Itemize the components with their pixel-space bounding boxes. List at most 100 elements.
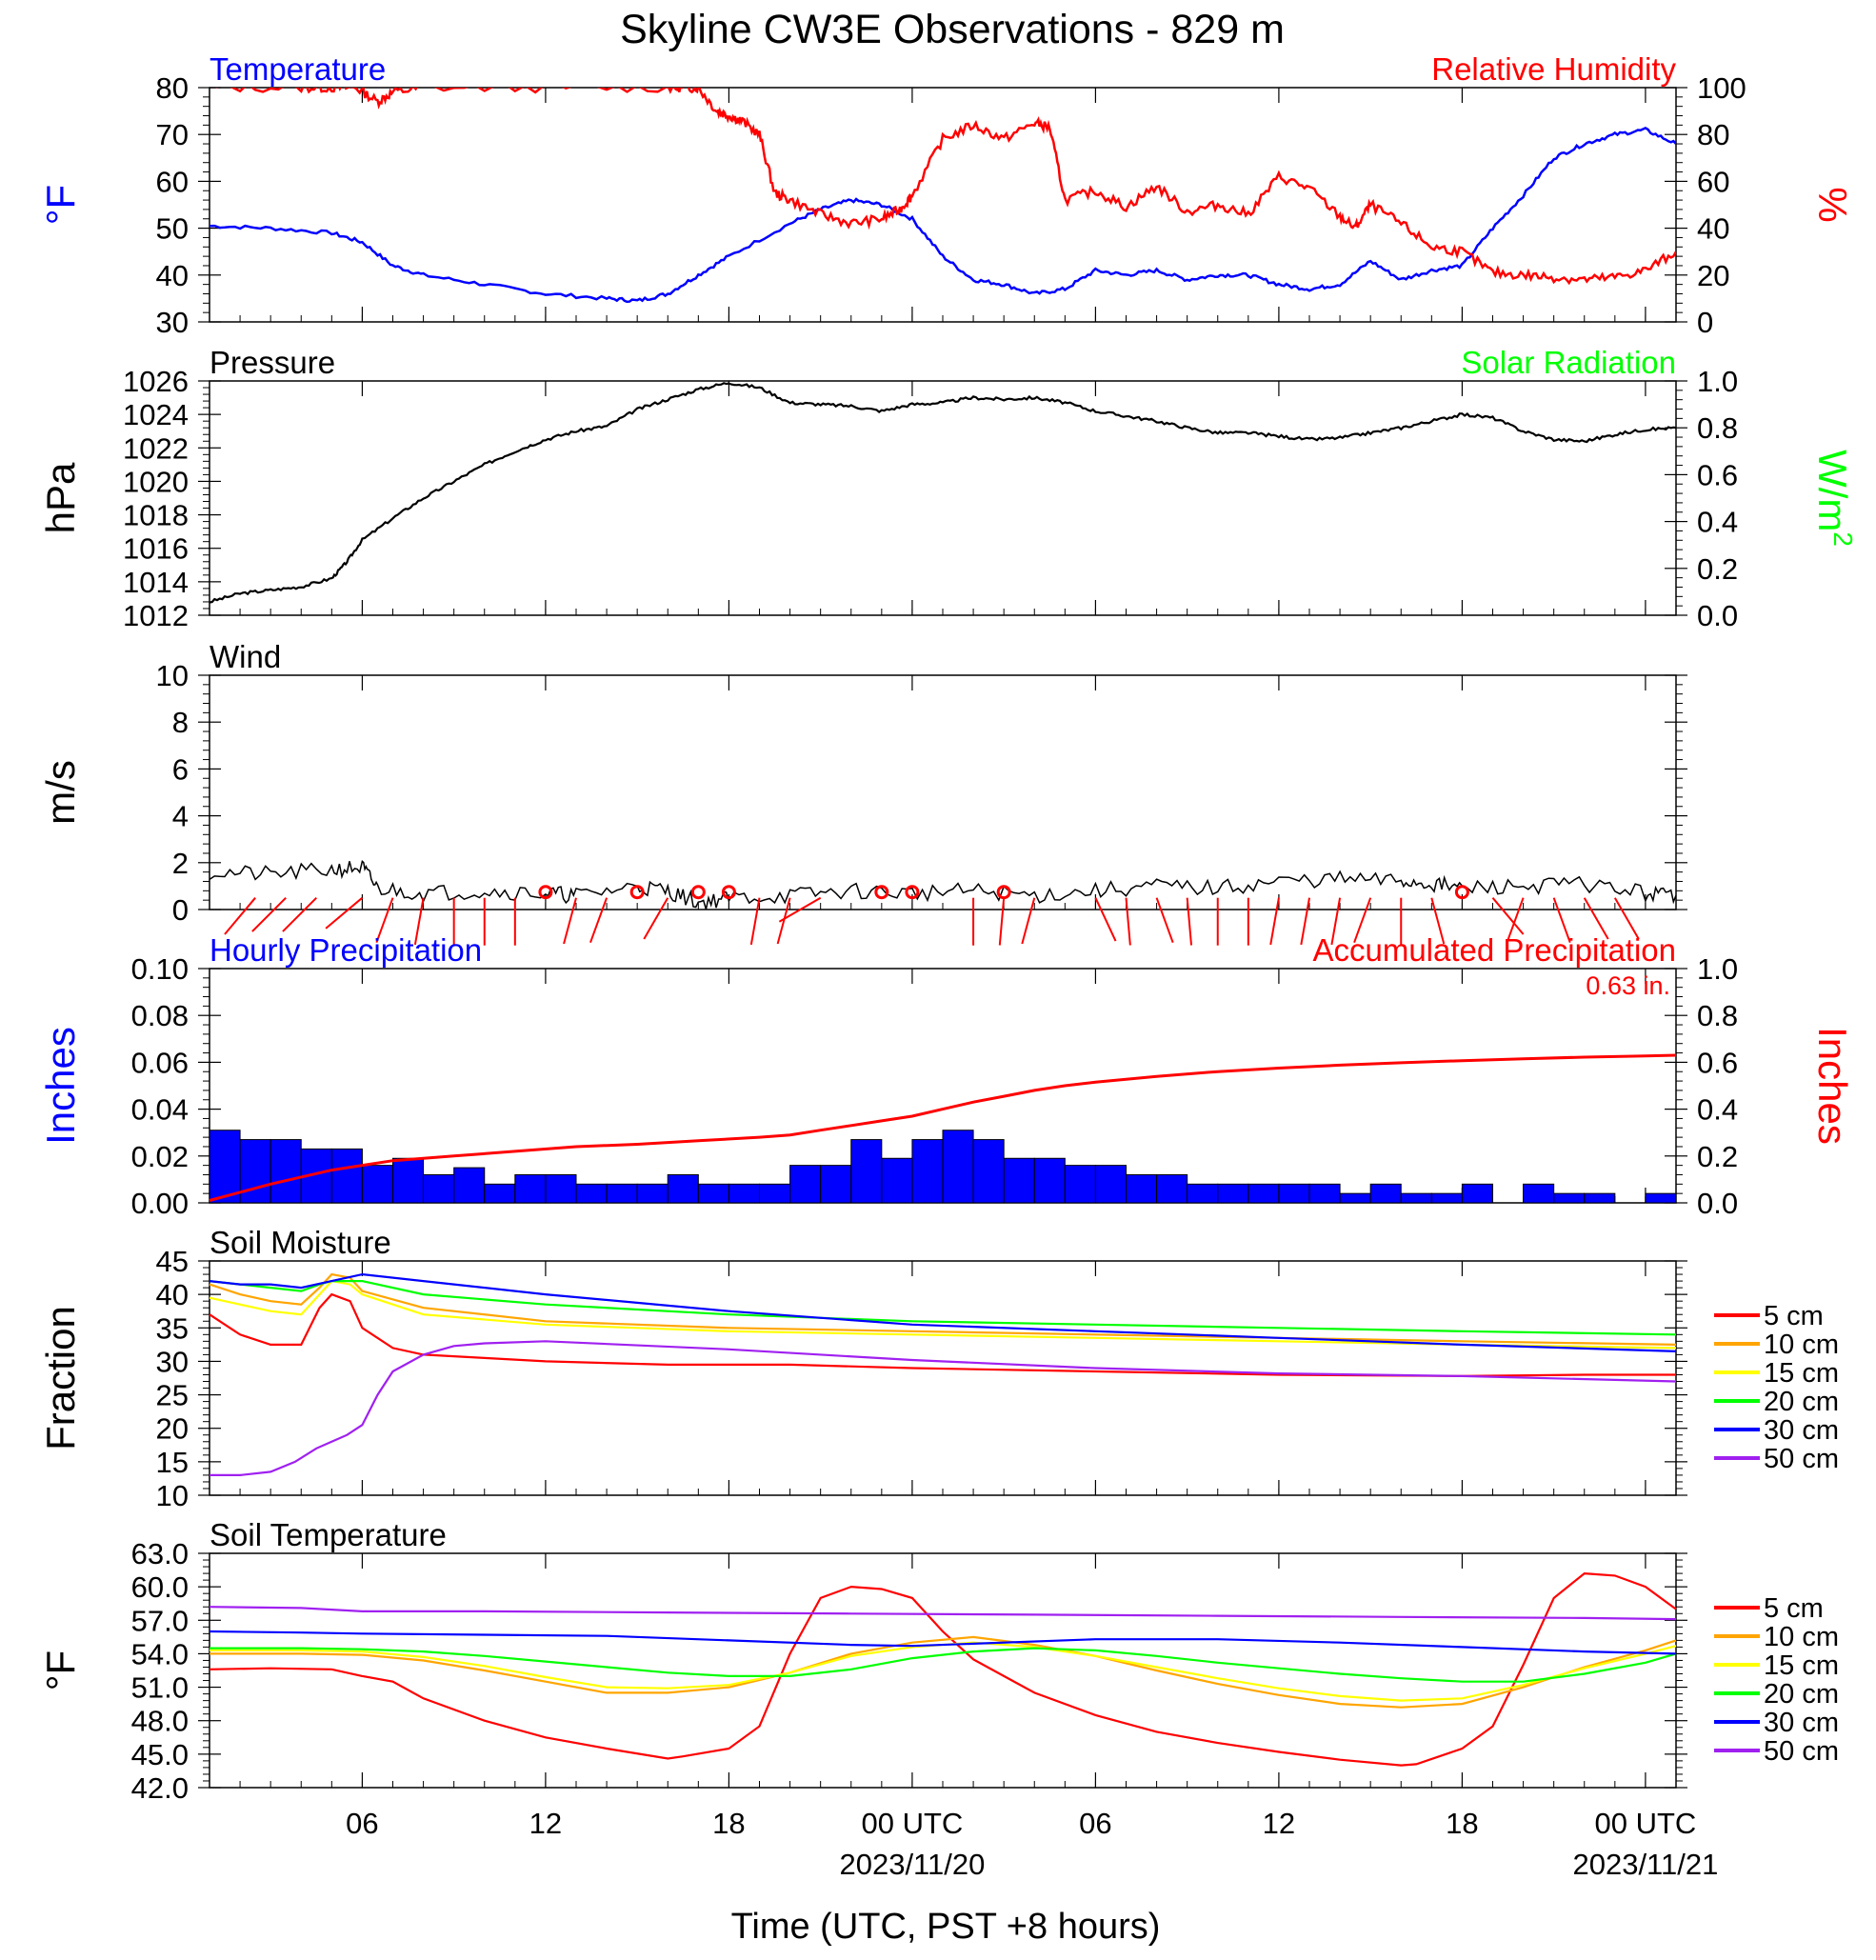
y-tick-label: 2 <box>172 847 189 880</box>
y-tick-label: 48.0 <box>131 1705 189 1738</box>
y-tick-label: 80 <box>156 71 189 105</box>
y-tick-label-right: 0.4 <box>1697 506 1738 539</box>
y-tick-label: 60.0 <box>131 1570 189 1604</box>
y-tick-label-right: 0.8 <box>1697 411 1738 445</box>
y-tick-label: 0 <box>172 893 189 927</box>
wind-frame <box>209 674 1677 910</box>
precip-bar <box>1247 1183 1280 1204</box>
series-temperature <box>210 126 1676 304</box>
precip-ylabel-left: Inches <box>38 1027 83 1145</box>
ylabel-superscript: 2 <box>1828 531 1858 547</box>
wind-barb <box>224 897 256 935</box>
precip-bar <box>911 1139 944 1204</box>
series-10-cm <box>210 1635 1677 1709</box>
y-tick-label: 1024 <box>123 398 189 431</box>
temp_rh-title-right: Relative Humidity <box>1431 51 1676 87</box>
temp_rh-ylabel-left: °F <box>38 185 83 225</box>
wind-panel: 0 2 4 6 8 10 Wind m/s <box>38 639 1687 946</box>
series-50-cm <box>210 1340 1677 1477</box>
precip-bar <box>330 1148 363 1204</box>
time-tick-label: 12 <box>529 1807 562 1840</box>
wind-barb <box>998 897 1006 946</box>
y-tick-label: 10 <box>156 659 189 692</box>
time-tick-label: 06 <box>346 1807 378 1840</box>
calm-wind-circle <box>874 885 889 900</box>
precip-bar <box>1187 1183 1219 1204</box>
precip-bar <box>1003 1157 1035 1204</box>
y-tick-label-right: 0.4 <box>1697 1093 1738 1127</box>
series-20-cm <box>209 1279 1677 1336</box>
precip-title-right: Accumulated Precipitation <box>1312 932 1676 968</box>
soil_temperature-title-left: Soil Temperature <box>210 1517 447 1552</box>
wind-barb <box>375 897 394 944</box>
wind-barb <box>1506 897 1525 944</box>
calm-wind-circle <box>996 885 1011 900</box>
y-tick-label: 1014 <box>123 566 189 599</box>
date-label: 2023/11/21 <box>1572 1848 1718 1881</box>
soil_temperature-panel: 42.045.048.051.054.057.060.063.0 Soil Tem… <box>38 1517 1839 1805</box>
y-tick-label: 60 <box>156 165 189 198</box>
precip-bar <box>636 1183 669 1204</box>
y-tick-label: 1018 <box>123 499 189 532</box>
series-30-cm <box>209 1630 1677 1655</box>
wind-barb <box>776 897 791 945</box>
series-accumulated-precipitation <box>209 1053 1677 1202</box>
precip-bar <box>453 1167 486 1204</box>
precip-bar <box>1461 1183 1493 1204</box>
y-tick-label-right: 0.6 <box>1697 1046 1738 1079</box>
legend-label: 5 cm <box>1764 1593 1824 1624</box>
wind-barb <box>251 896 287 932</box>
pressure-title-right: Solar Radiation <box>1461 345 1676 380</box>
series-50-cm <box>209 1606 1677 1621</box>
legend-label: 30 cm <box>1764 1415 1839 1446</box>
y-tick-label: 0.00 <box>131 1187 189 1220</box>
wind-barb <box>749 897 761 946</box>
precip-ylabel-right: Inches <box>1810 1027 1855 1145</box>
time-tick-label: 00 UTC <box>1595 1807 1697 1840</box>
calm-wind-circle <box>1454 885 1469 900</box>
y-tick-label-right: 60 <box>1697 165 1729 198</box>
wind-barb <box>1269 897 1280 946</box>
precip-bar <box>789 1165 822 1204</box>
precip-bar <box>1645 1192 1677 1204</box>
precip-bar <box>209 1130 241 1204</box>
pressure-ylabel-right: W/m2 <box>1810 450 1858 547</box>
y-tick-label: 50 <box>156 212 189 246</box>
precip-bar <box>881 1157 913 1204</box>
time-tick-label: 18 <box>712 1807 745 1840</box>
precip-bar <box>514 1173 547 1204</box>
series-30-cm <box>209 1272 1677 1352</box>
series-10-cm <box>209 1272 1677 1346</box>
precip-bar <box>1156 1173 1188 1204</box>
precip-bar <box>1400 1192 1432 1204</box>
y-tick-label-right: 80 <box>1697 118 1729 151</box>
wind-barb <box>1021 897 1036 945</box>
precip-bar <box>820 1165 852 1204</box>
precip-bar <box>1217 1183 1249 1204</box>
precip-bar <box>239 1139 271 1204</box>
page-title: Skyline CW3E Observations - 829 m <box>620 7 1285 52</box>
precip-bar <box>759 1183 791 1204</box>
y-tick-label-right: 0.0 <box>1697 1187 1738 1220</box>
wind-barb <box>778 896 822 923</box>
time-tick-label: 00 UTC <box>862 1807 964 1840</box>
y-tick-label: 10 <box>156 1479 189 1512</box>
precip-bar <box>545 1173 577 1204</box>
calm-wind-circle <box>721 885 736 900</box>
y-tick-label: 35 <box>156 1311 189 1345</box>
y-tick-label-right: 0.0 <box>1697 599 1738 632</box>
temp_rh-frame <box>209 87 1677 323</box>
time-tick-label: 18 <box>1446 1807 1478 1840</box>
legend-label: 15 cm <box>1764 1358 1839 1389</box>
soil_temperature-ylabel-left: °F <box>38 1650 83 1690</box>
wind-barb <box>1583 897 1609 940</box>
precip-bar <box>423 1173 455 1204</box>
precip-bar <box>1584 1192 1616 1204</box>
series-relative-humidity <box>214 88 1676 286</box>
legend-label: 20 cm <box>1764 1679 1839 1710</box>
